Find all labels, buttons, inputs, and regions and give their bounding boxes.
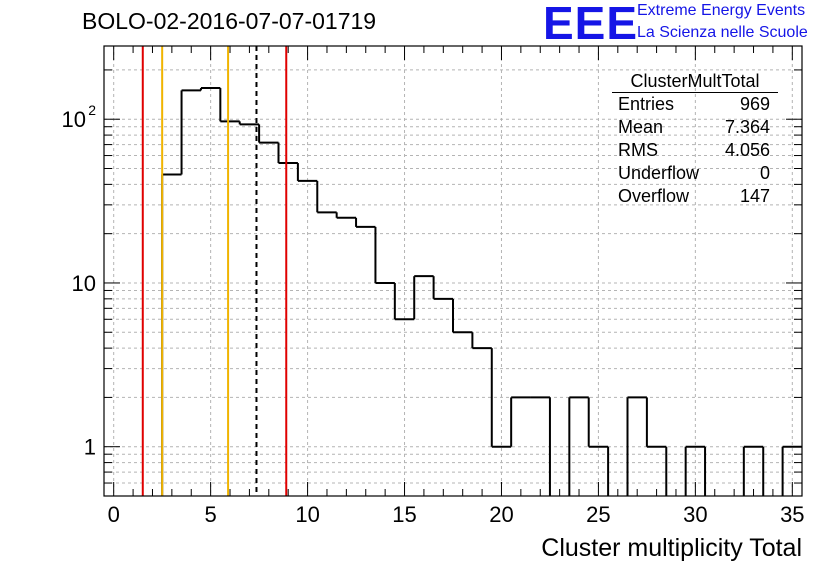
stats-row: RMS 4.056 <box>612 139 778 162</box>
stats-value: 7.364 <box>724 117 770 137</box>
stats-value: 147 <box>739 186 770 206</box>
stats-label: Mean <box>618 117 664 137</box>
stats-value: 969 <box>739 94 770 114</box>
stats-label: RMS <box>618 140 658 160</box>
y-tick-label-exponent: 2 <box>88 102 96 118</box>
grid-lines <box>104 46 802 497</box>
x-tick-label: 15 <box>392 502 416 527</box>
stats-label: Overflow <box>618 186 690 206</box>
y-tick-label: 1 <box>84 435 96 460</box>
stats-label: Underflow <box>618 163 700 183</box>
x-tick-label: 0 <box>108 502 120 527</box>
stats-row: Mean 7.364 <box>612 116 778 139</box>
logo-subtitle-2: La Scienza nelle Scuole <box>637 24 808 41</box>
x-tick-label: 10 <box>295 502 319 527</box>
x-tick-label: 35 <box>780 502 804 527</box>
stats-row: Underflow 0 <box>612 162 778 185</box>
x-tick-label: 30 <box>683 502 707 527</box>
plot-frame <box>103 45 803 497</box>
stats-value: 4.056 <box>724 140 770 160</box>
logo-subtitle-1: Extreme Energy Events <box>637 2 806 19</box>
marker-lines <box>141 46 288 496</box>
y-tick-label: 10 <box>72 271 96 296</box>
stats-name: ClusterMultTotal <box>612 70 778 93</box>
eee-logo: EEE <box>543 0 639 49</box>
stats-box: ClusterMultTotal Entries 969 Mean 7.364 RM… <box>612 70 778 208</box>
x-tick-label: 25 <box>586 502 610 527</box>
stats-row: Entries 969 <box>612 93 778 116</box>
stats-label: Entries <box>618 94 675 114</box>
stats-value: 0 <box>759 163 770 183</box>
chart-title: BOLO-02-2016-07-07-01719 <box>82 8 377 34</box>
x-axis-label: Cluster multiplicity Total <box>541 534 802 562</box>
x-tick-label: 5 <box>205 502 217 527</box>
x-axis: 0 5 10 15 20 25 30 35 <box>108 46 805 527</box>
x-tick-label: 20 <box>489 502 513 527</box>
stats-row: Overflow 147 <box>612 185 778 208</box>
y-tick-label: 10 <box>62 107 86 132</box>
